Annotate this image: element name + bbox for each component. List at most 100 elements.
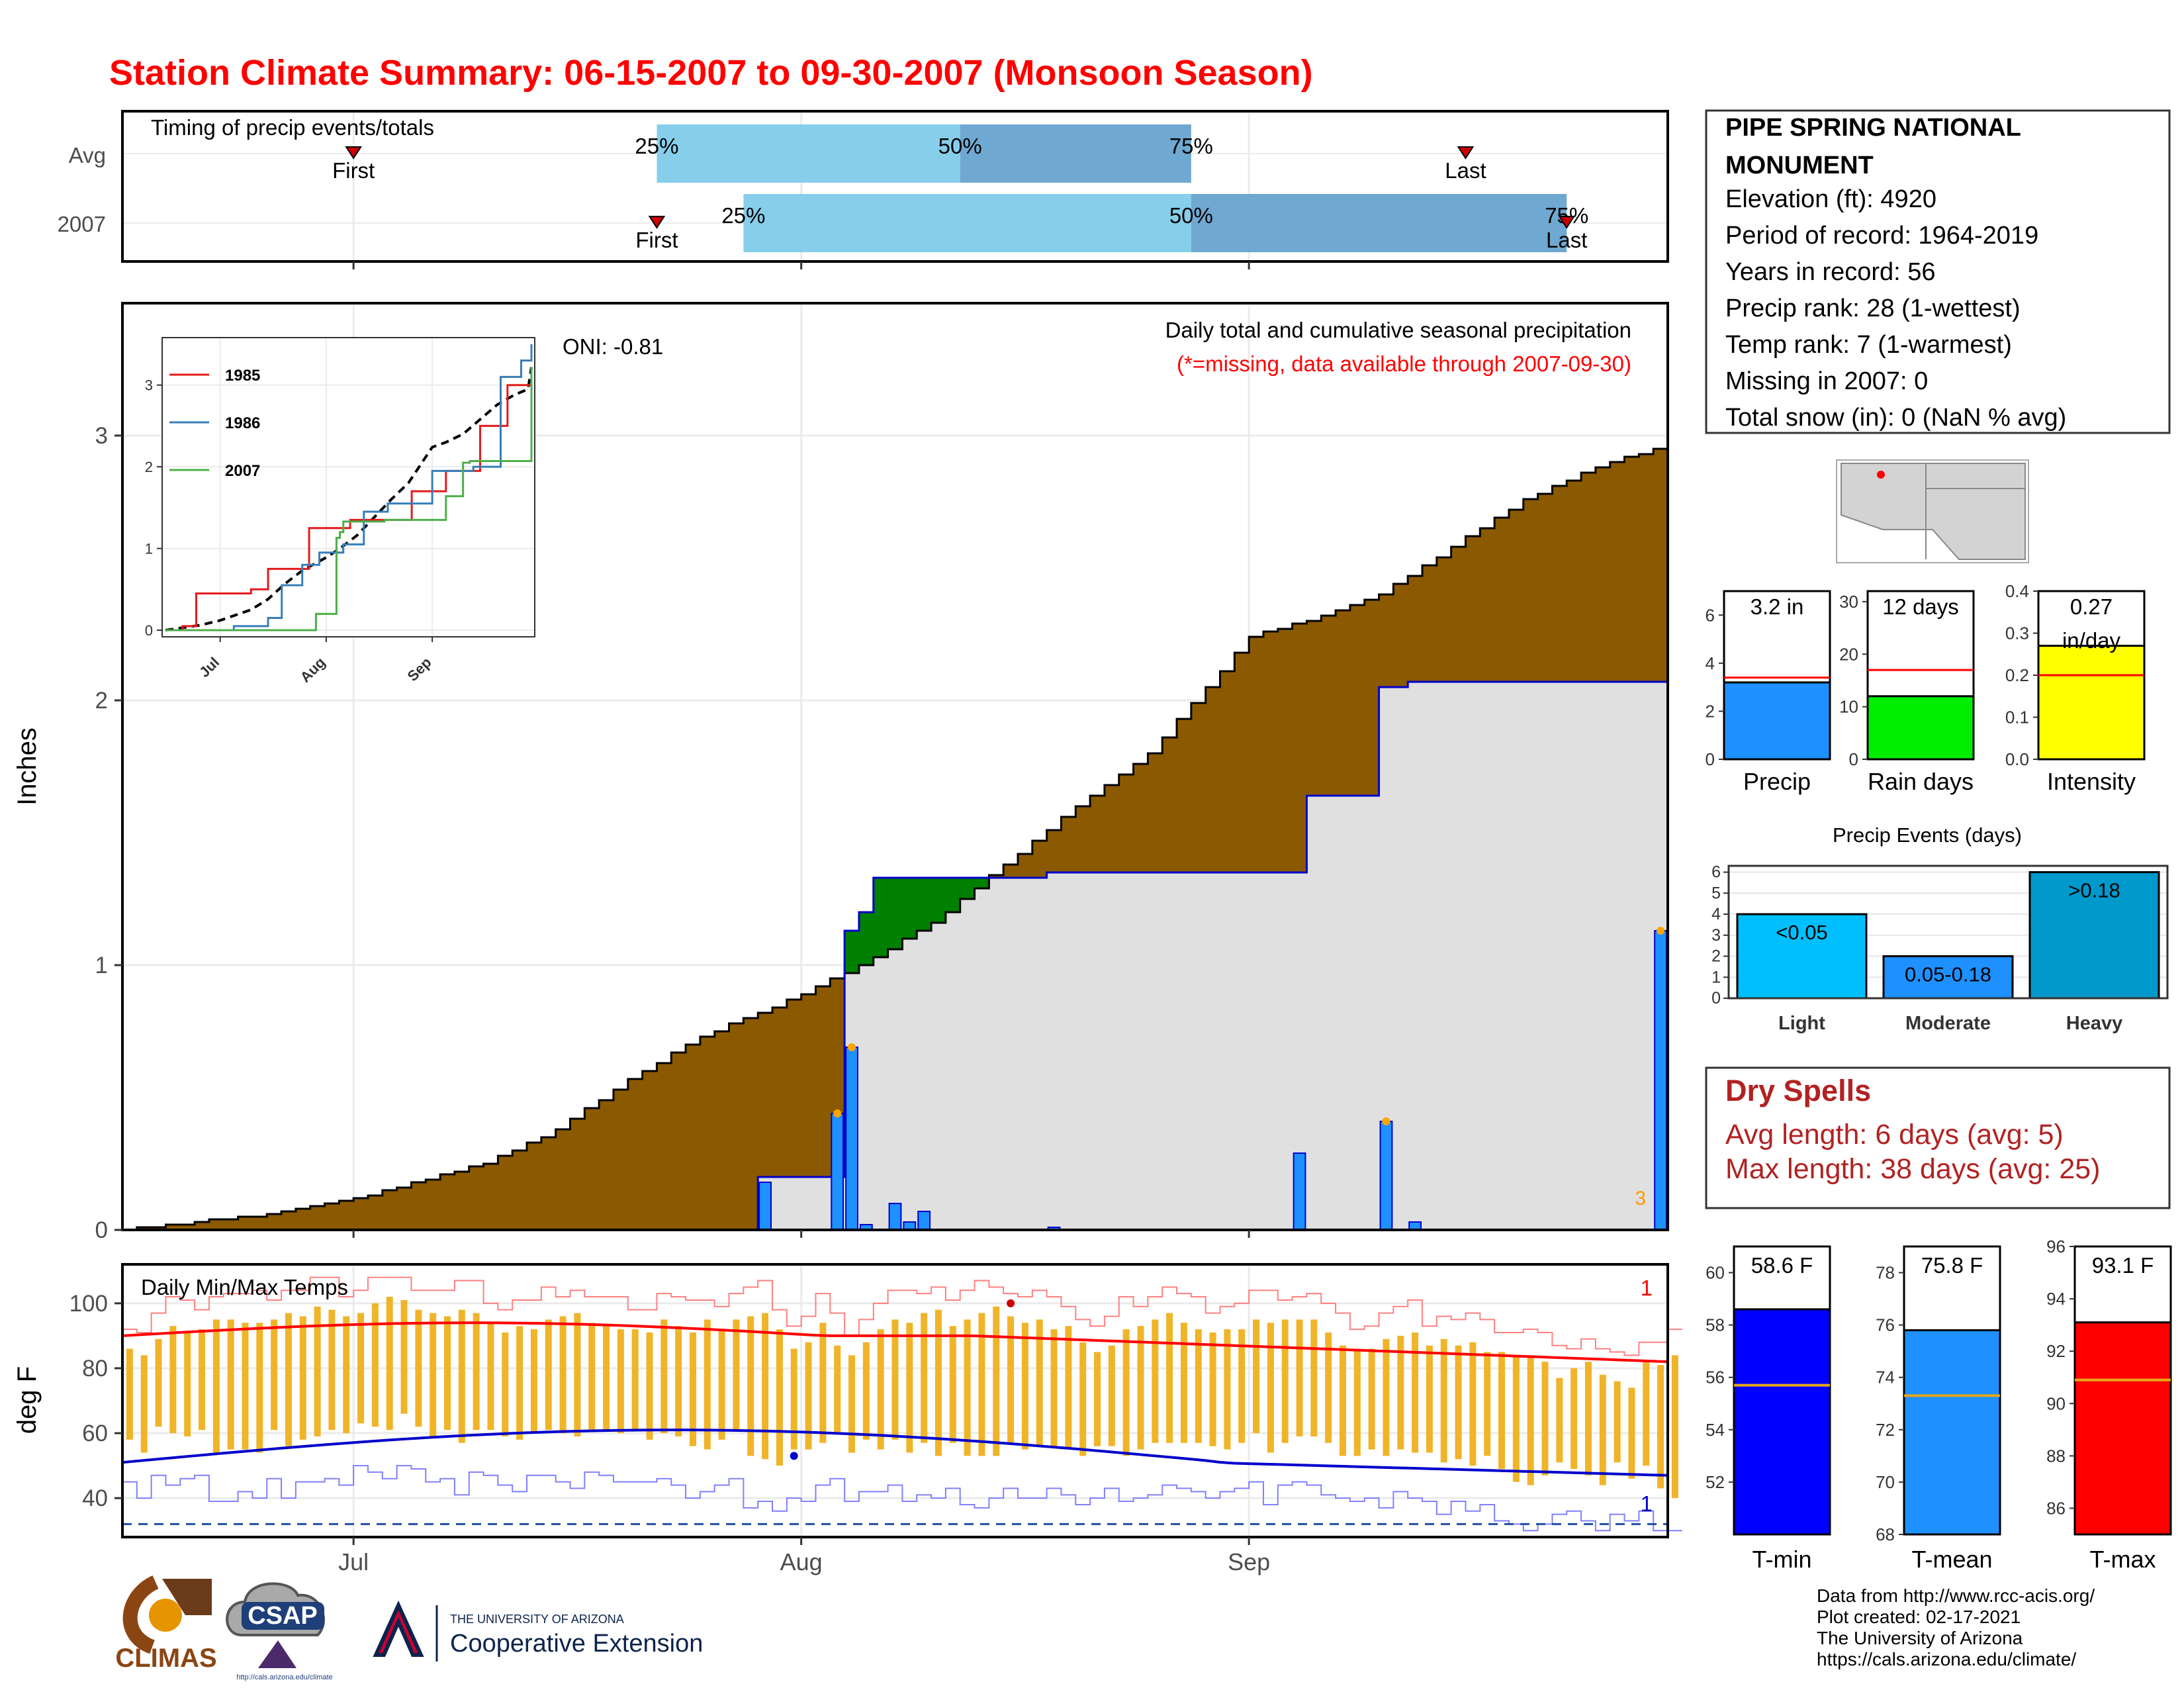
daily-temp-range-bar bbox=[1296, 1319, 1303, 1436]
precip-deficit-band bbox=[1003, 865, 1019, 878]
daily-temp-range-bar bbox=[906, 1323, 913, 1453]
precip-corner-count: 3 bbox=[1635, 1188, 1646, 1209]
timing-pct-label: 25% bbox=[721, 203, 765, 228]
daily-temp-range-bar bbox=[1383, 1338, 1390, 1456]
temp-bar-tick-label: 72 bbox=[1876, 1420, 1895, 1440]
daily-temp-range-bar bbox=[1469, 1342, 1477, 1466]
events-category-label: Light bbox=[1778, 1013, 1825, 1034]
precip-deficit-band bbox=[758, 1013, 773, 1177]
precip-deficit-band bbox=[657, 1063, 672, 1230]
precip-deficit-band bbox=[1249, 637, 1264, 872]
events-y-tick-label: 6 bbox=[1711, 863, 1721, 882]
daily-temp-range-bar bbox=[1527, 1355, 1534, 1485]
daily-temp-range-bar bbox=[155, 1338, 162, 1427]
precip-deficit-band bbox=[324, 1203, 340, 1230]
dry-spells-frame bbox=[1705, 1066, 2171, 1209]
daily-temp-range-bar bbox=[1325, 1333, 1332, 1443]
precip-y-tick-label: 0 bbox=[95, 1217, 108, 1243]
daily-temp-range-bar bbox=[934, 1309, 942, 1456]
precip-deficit-band bbox=[786, 1000, 802, 1177]
credits-line2: Plot created: 02-17-2021 bbox=[1817, 1607, 2021, 1627]
precip-deficit-band bbox=[1061, 817, 1076, 872]
inset-frame bbox=[161, 337, 535, 637]
daily-temp-range-bar bbox=[1209, 1333, 1216, 1446]
climas-logo-text: CLIMAS bbox=[115, 1644, 216, 1673]
temp-bar-tick-label: 52 bbox=[1706, 1472, 1725, 1492]
daily-temp-range-bar bbox=[862, 1342, 870, 1440]
summary-bar-0 bbox=[1723, 681, 1831, 761]
timing-marker-label: First bbox=[635, 228, 678, 252]
temp-bar-tick-label: 96 bbox=[2046, 1237, 2066, 1256]
precip-deficit-band bbox=[1104, 785, 1120, 872]
dry-spells-avg: Avg length: 6 days (avg: 5) bbox=[1725, 1119, 2064, 1150]
daily-temp-range-bar bbox=[400, 1299, 408, 1414]
events-category-label: Moderate bbox=[1905, 1013, 1991, 1034]
daily-temp-range-bar bbox=[1570, 1368, 1578, 1469]
precip-deficit-band bbox=[1595, 467, 1611, 682]
precip-deficit-band bbox=[1494, 518, 1510, 682]
timing-marker-label: First bbox=[332, 158, 375, 183]
precip-panel-subtitle: (*=missing, data available through 2007-… bbox=[1177, 352, 1631, 376]
precip-deficit-band bbox=[1364, 600, 1380, 796]
precip-deficit-band bbox=[1205, 687, 1221, 872]
summary-bar-tick-label: 0.2 bbox=[2005, 665, 2029, 685]
daily-temp-range-bar bbox=[1556, 1378, 1563, 1463]
station-period: Period of record: 1964-2019 bbox=[1725, 222, 2038, 250]
csap-logo-url: http://cals.arizona.edu/climate bbox=[236, 1673, 333, 1681]
precip-deficit-band bbox=[801, 994, 817, 1177]
daily-precip-bar bbox=[845, 1047, 858, 1231]
timing-bar-q2 bbox=[1191, 194, 1567, 252]
daily-temp-range-bar bbox=[242, 1323, 249, 1450]
daily-temp-range-bar bbox=[848, 1355, 856, 1453]
temp-bar-tick-label: 76 bbox=[1876, 1315, 1895, 1335]
temp-bar-value-label: 75.8 F bbox=[1921, 1253, 1983, 1278]
station-temp-rank: Temp rank: 7 (1-warmest) bbox=[1725, 331, 2012, 359]
daily-temp-range-bar bbox=[1412, 1333, 1419, 1453]
daily-temp-range-bar bbox=[1440, 1338, 1447, 1463]
temp-panel-border bbox=[121, 1263, 1669, 1538]
summary-bar-unit-label: in/day bbox=[2062, 628, 2121, 653]
precip-deficit-band bbox=[815, 986, 831, 1177]
climas-logo-arc bbox=[122, 1575, 159, 1654]
precip-deficit-band bbox=[1017, 854, 1033, 878]
temp-bar-name: T-min bbox=[1752, 1546, 1812, 1573]
daily-temp-range-bar bbox=[314, 1306, 321, 1436]
daily-temp-range-bar bbox=[1512, 1355, 1520, 1482]
precip-deficit-band bbox=[195, 1222, 210, 1230]
daily-temp-range-bar bbox=[1021, 1323, 1028, 1450]
precip-deficit-band bbox=[396, 1188, 412, 1230]
x-tick-label: Aug bbox=[780, 1548, 823, 1575]
daily-temp-range-bar bbox=[1036, 1319, 1043, 1446]
summary-bar-tick-label: 20 bbox=[1839, 644, 1858, 664]
daily-temp-range-bar bbox=[444, 1316, 451, 1430]
daily-temp-range-bar bbox=[733, 1319, 740, 1430]
precip-deficit-band bbox=[1408, 576, 1423, 682]
precip-deficit-band bbox=[570, 1119, 585, 1230]
climas-logo-sun bbox=[149, 1599, 182, 1632]
inset-border bbox=[161, 337, 535, 637]
station-info-frame bbox=[1705, 109, 2171, 434]
temp-bar-tick-label: 78 bbox=[1876, 1263, 1895, 1283]
daily-temp-range-bar bbox=[516, 1326, 523, 1440]
climas-logo: CLIMAS bbox=[115, 1575, 217, 1673]
precip-deficit-band bbox=[165, 1225, 181, 1230]
events-y-tick-label: 1 bbox=[1711, 968, 1721, 986]
timing-marker-last bbox=[1558, 216, 1576, 229]
precip-deficit-band bbox=[1321, 616, 1336, 796]
summary-bar-1 bbox=[1866, 695, 1975, 761]
precip-deficit-band bbox=[541, 1137, 557, 1230]
precip-deficit-band bbox=[267, 1214, 282, 1230]
daily-temp-range-bar bbox=[1079, 1342, 1087, 1456]
events-bar-heavy bbox=[2028, 871, 2160, 1000]
events-bar-moderate bbox=[1882, 955, 2014, 1000]
precip-deficit-band bbox=[1393, 584, 1408, 687]
precip-y-tick-label: 1 bbox=[95, 953, 108, 978]
precip-deficit-band bbox=[1046, 830, 1062, 872]
daily-temp-range-bar bbox=[978, 1313, 985, 1456]
daily-temp-range-bar bbox=[227, 1319, 234, 1450]
daily-temp-range-bar bbox=[1166, 1313, 1173, 1443]
daily-temp-range-bar bbox=[1614, 1381, 1621, 1463]
precip-deficit-band bbox=[1349, 605, 1365, 796]
precip-deficit-band bbox=[1436, 557, 1452, 682]
precip-deficit-band bbox=[1075, 806, 1091, 872]
